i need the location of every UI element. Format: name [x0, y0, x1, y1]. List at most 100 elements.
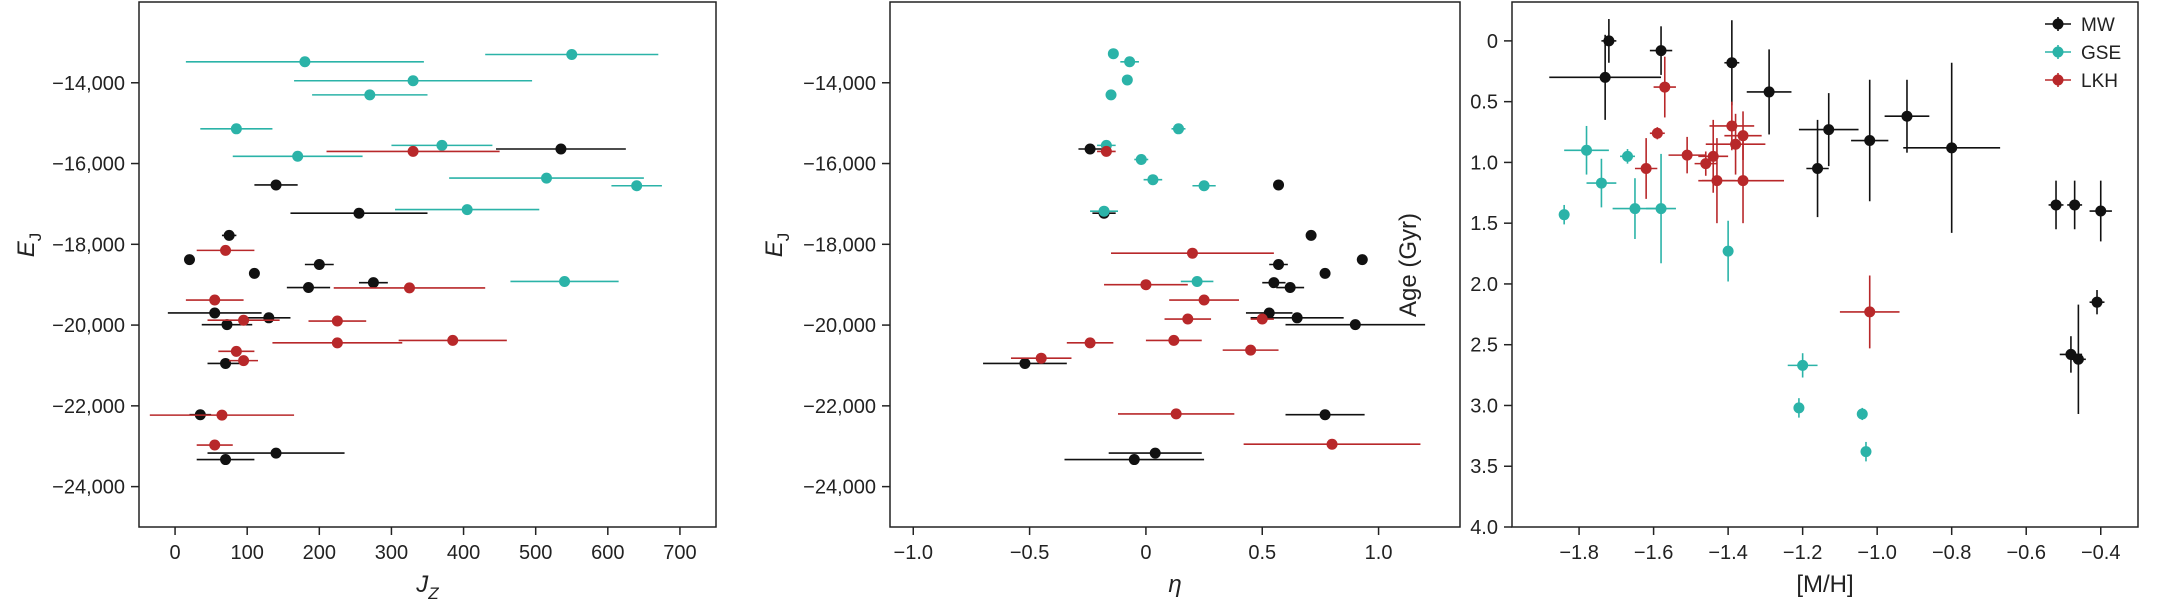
- x-tick-label: 1.0: [1365, 542, 1393, 564]
- data-point-gse: [1655, 203, 1667, 215]
- y-tick-label: −20,000: [803, 315, 876, 337]
- y-axis-label: EJ: [13, 233, 45, 258]
- data-point-mw: [220, 357, 232, 369]
- x-axis-label-text: [M/H]: [1796, 571, 1853, 598]
- x-tick-label: −1.8: [1559, 542, 1598, 564]
- data-point-lkh: [331, 337, 343, 349]
- data-point-lkh: [1170, 408, 1182, 420]
- data-point-lkh: [230, 345, 242, 357]
- plot-frame: [1511, 1, 2139, 528]
- data-point-mw: [1901, 110, 1913, 122]
- data-point-lkh: [216, 409, 228, 421]
- data-point-mw: [1084, 143, 1096, 155]
- y-tick-label: 0.5: [1470, 92, 1498, 114]
- x-tick-label: 0: [1140, 542, 1151, 564]
- data-point-mw: [1356, 254, 1368, 266]
- data-point-gse: [1629, 203, 1641, 215]
- data-point-mw: [1349, 319, 1361, 331]
- data-point-gse: [292, 150, 304, 162]
- x-tick-label: 0.5: [1248, 542, 1276, 564]
- data-point-lkh: [238, 314, 250, 326]
- data-point-mw: [270, 179, 282, 191]
- data-point-gse: [1856, 408, 1868, 420]
- data-point-mw: [1273, 259, 1285, 270]
- data-point-lkh: [1659, 81, 1671, 93]
- data-point-mw: [302, 282, 314, 294]
- x-tick-label: −0.4: [2081, 542, 2120, 564]
- data-point-gse: [1172, 123, 1184, 135]
- data-point-gse: [1124, 56, 1136, 68]
- data-point-lkh: [1186, 247, 1198, 259]
- data-point-mw: [2091, 296, 2103, 308]
- data-point-mw: [2095, 205, 2107, 217]
- y-tick-label: 3.0: [1470, 395, 1498, 417]
- data-point-lkh: [1168, 334, 1180, 346]
- data-point-mw: [1823, 124, 1835, 136]
- data-point-gse: [1581, 144, 1593, 156]
- data-point-lkh: [220, 244, 232, 256]
- data-point-lkh: [209, 439, 221, 451]
- data-point-mw: [1603, 35, 1615, 47]
- data-point-mw: [220, 454, 232, 466]
- data-point-lkh: [209, 294, 221, 306]
- y-axis-label-text: E: [761, 240, 788, 257]
- data-point-mw: [313, 259, 325, 270]
- y-axis-label-subscript: J: [26, 233, 45, 242]
- data-point-gse: [1860, 446, 1872, 458]
- data-point-gse: [1135, 154, 1147, 165]
- x-tick-label: 0: [170, 542, 181, 564]
- data-point-gse: [1098, 205, 1110, 217]
- data-point-lkh: [1864, 306, 1876, 318]
- data-point-mw: [248, 267, 260, 279]
- data-point-gse: [407, 75, 419, 87]
- data-point-gse: [1198, 180, 1210, 192]
- y-tick-label: 0: [1487, 31, 1498, 53]
- data-point-gse: [1147, 174, 1159, 186]
- data-point-lkh: [1182, 313, 1194, 325]
- x-tick-label: 300: [375, 542, 408, 564]
- x-axis-label: [M/H]: [1796, 571, 1853, 598]
- data-point-gse: [1793, 402, 1805, 414]
- panel-right: −1.8 −1.6 −1.4 −1.2 −1.0 −0.8 −0.6 −0.4 0 0.5 1.0 1…: [1395, 1, 2139, 598]
- data-point-mw: [1273, 179, 1285, 191]
- data-point-gse: [1107, 48, 1119, 60]
- data-point-mw: [1319, 267, 1331, 279]
- x-axis-label: η: [1168, 571, 1181, 598]
- data-point-mw: [1319, 409, 1331, 421]
- data-point-mw: [1864, 135, 1876, 147]
- legend-marker-lkh: [2052, 74, 2064, 86]
- data-point-lkh: [238, 355, 250, 367]
- x-tick-label: −0.8: [1932, 542, 1971, 564]
- data-point-gse: [1191, 275, 1203, 287]
- data-point-gse: [1105, 89, 1117, 101]
- data-point-lkh: [1198, 294, 1210, 306]
- x-tick-label: 400: [447, 542, 480, 564]
- data-point-mw: [1726, 57, 1738, 69]
- data-point-lkh: [1256, 313, 1268, 325]
- data-point-mw: [1284, 282, 1296, 294]
- data-point-lkh: [1737, 175, 1749, 187]
- y-tick-label: −16,000: [803, 154, 876, 176]
- data-point-mw: [1149, 447, 1161, 459]
- data-point-mw: [263, 312, 275, 324]
- y-tick-label: −18,000: [803, 234, 876, 256]
- data-point-gse: [1595, 177, 1607, 189]
- x-tick-label: 500: [519, 542, 552, 564]
- x-tick-label: −0.6: [2006, 542, 2045, 564]
- x-axis-label: JZ: [415, 571, 439, 603]
- data-point-mw: [2072, 353, 2084, 365]
- data-point-mw: [1019, 357, 1031, 369]
- y-tick-label: −14,000: [803, 73, 876, 95]
- x-tick-label: 700: [663, 542, 696, 564]
- legend-marker-mw: [2052, 18, 2064, 30]
- y-tick-label: 3.5: [1470, 456, 1498, 478]
- panel-middle: −1.0 −0.5 0 0.5 1.0 −24,000 −22,000 −20,000 −18,…: [761, 1, 1461, 598]
- y-tick-label: 4.0: [1470, 517, 1498, 539]
- legend-label-mw: MW: [2081, 15, 2115, 36]
- data-point-mw: [1305, 229, 1317, 241]
- data-point-lkh: [1730, 138, 1742, 150]
- legend-marker-gse: [2052, 46, 2064, 58]
- x-axis-label-subscript: Z: [427, 584, 439, 603]
- data-point-mw: [1128, 454, 1140, 466]
